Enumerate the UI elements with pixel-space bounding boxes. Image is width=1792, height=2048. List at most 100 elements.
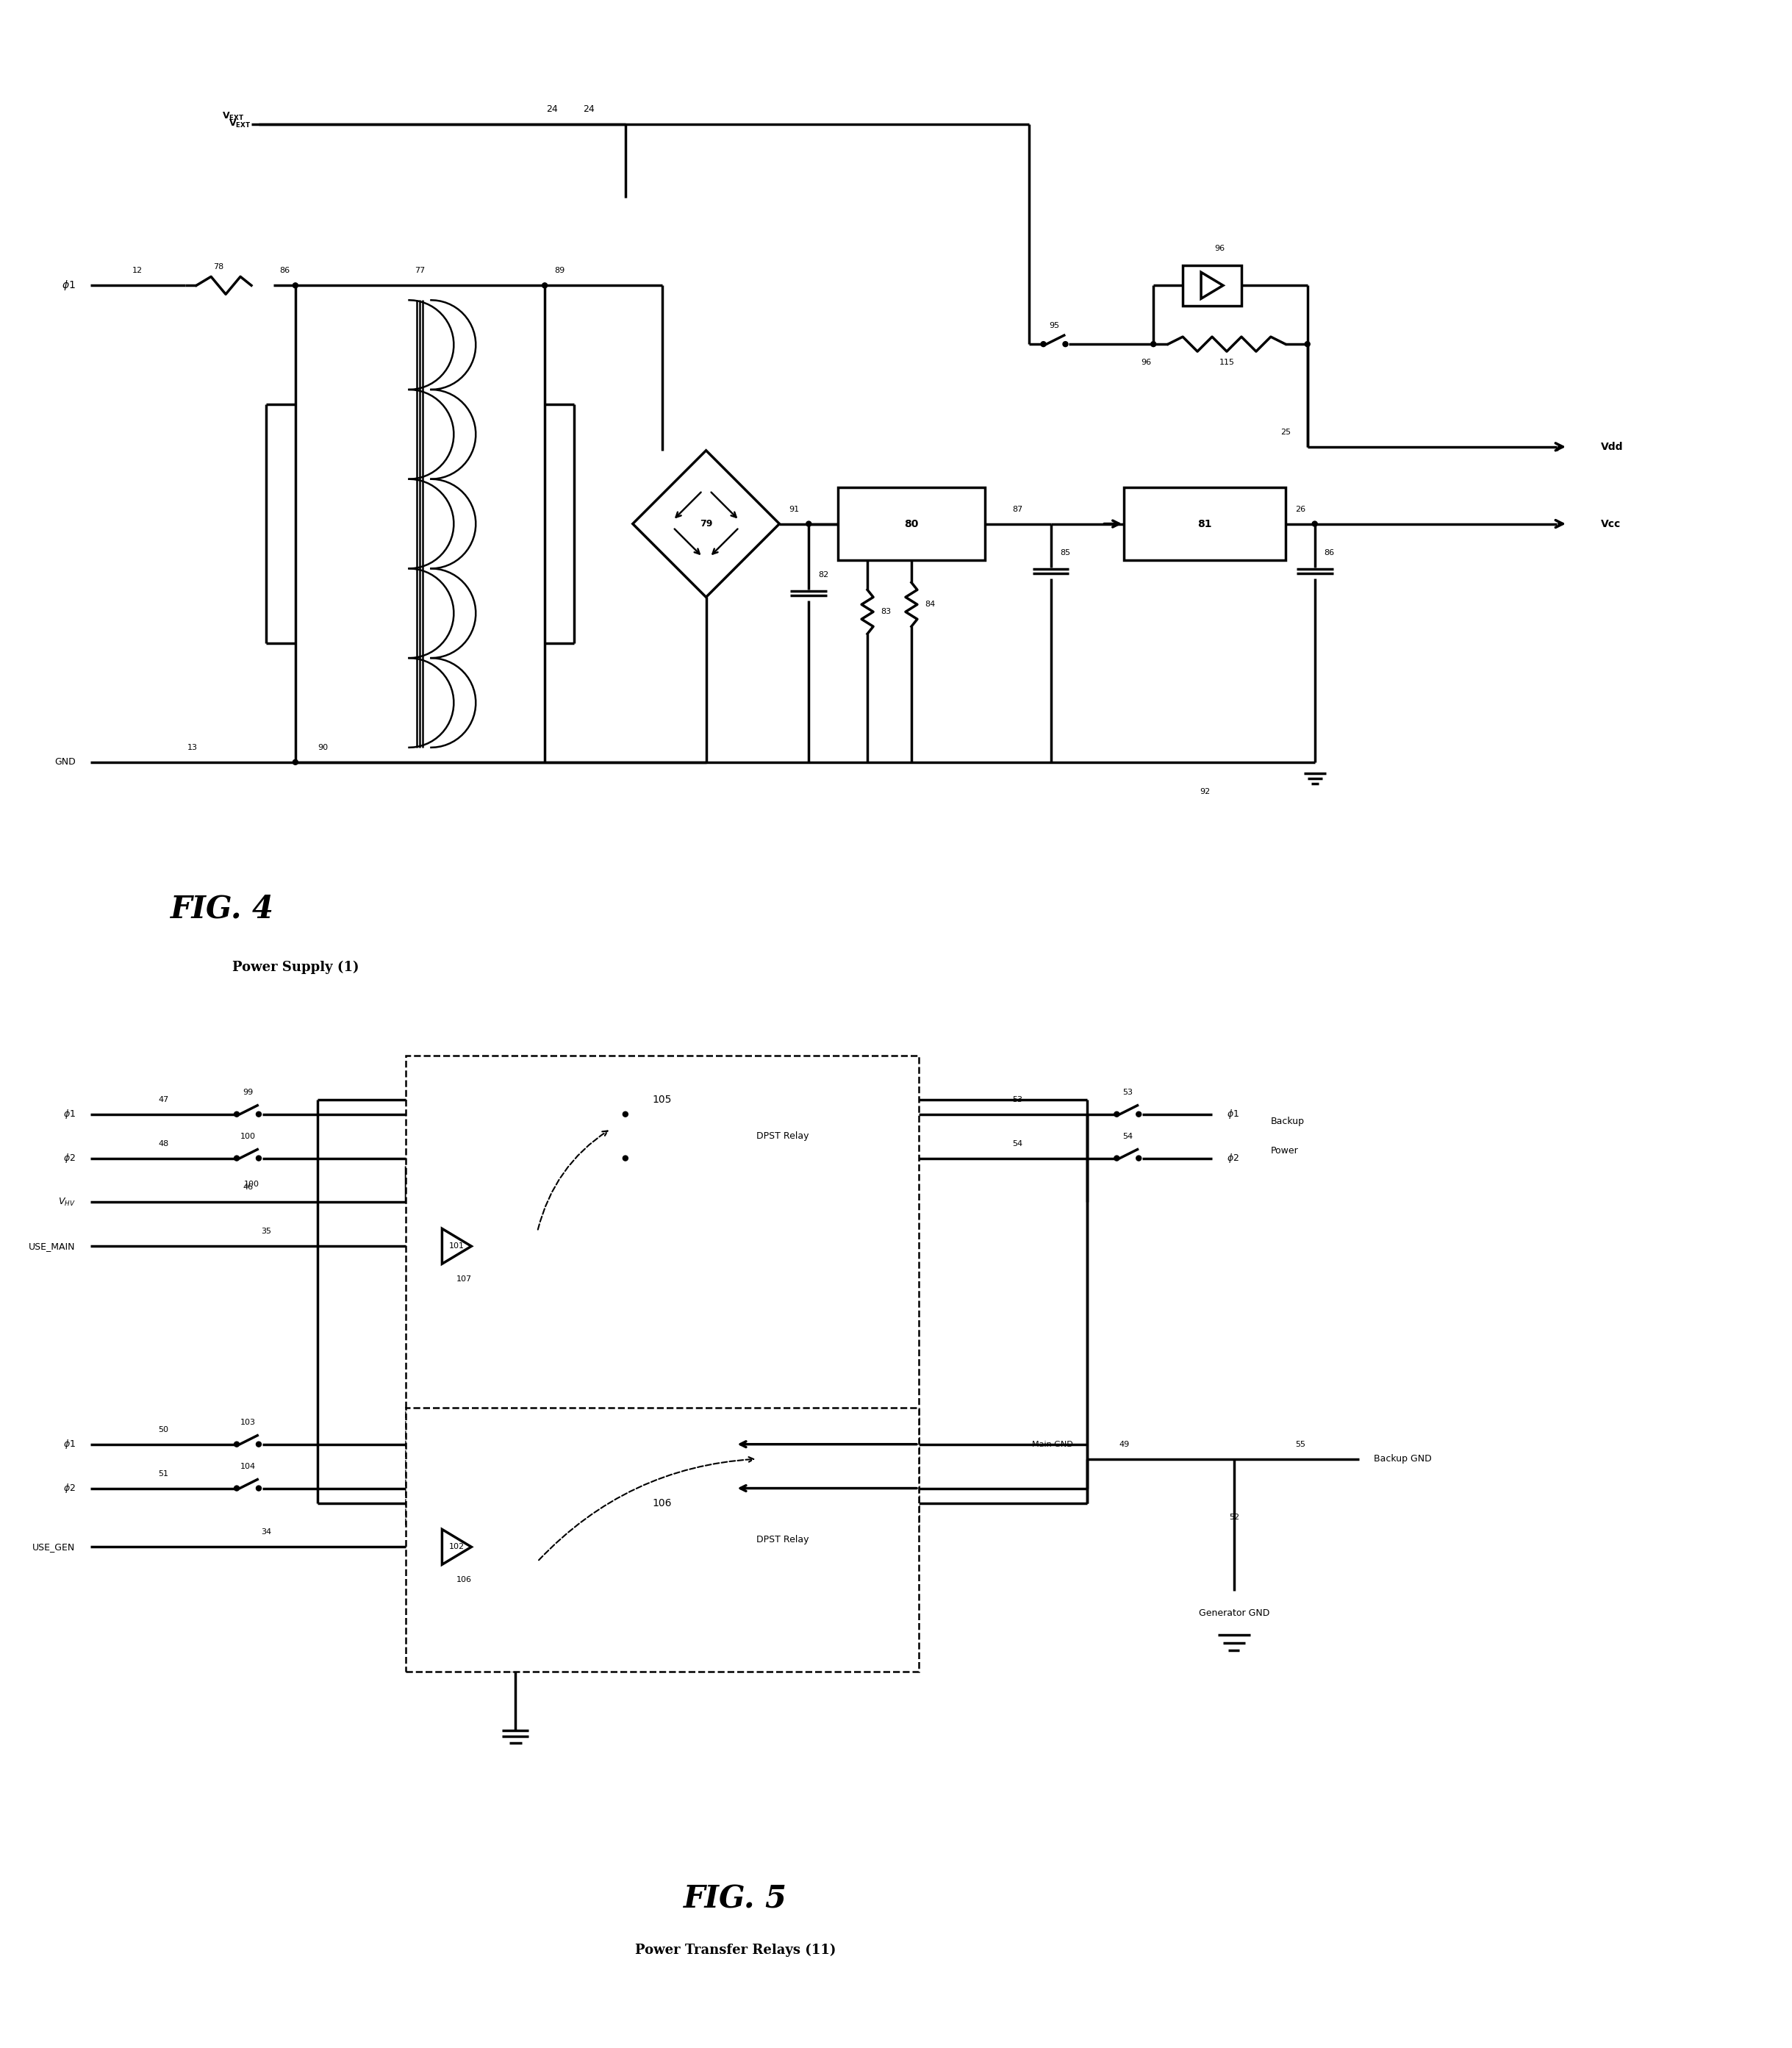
Circle shape [235, 1485, 240, 1491]
Text: 100: 100 [244, 1180, 260, 1188]
Text: Vcc: Vcc [1600, 518, 1620, 528]
Text: 83: 83 [880, 608, 891, 616]
Text: 103: 103 [240, 1419, 256, 1425]
Text: FIG. 4: FIG. 4 [170, 893, 274, 924]
Text: 82: 82 [819, 571, 828, 580]
Text: 25: 25 [1279, 428, 1290, 436]
Circle shape [256, 1112, 262, 1116]
Text: 54: 54 [1012, 1141, 1023, 1147]
Text: 91: 91 [788, 506, 799, 512]
Text: 100: 100 [240, 1133, 256, 1141]
Circle shape [256, 1485, 262, 1491]
Circle shape [806, 522, 812, 526]
Bar [839, 487, 986, 561]
Circle shape [1063, 342, 1068, 346]
Circle shape [1041, 342, 1047, 346]
Text: DPST Relay: DPST Relay [756, 1130, 808, 1141]
Text: 115: 115 [1219, 358, 1235, 367]
Text: Main GND: Main GND [1032, 1440, 1073, 1448]
Circle shape [292, 760, 297, 764]
Text: 106: 106 [457, 1577, 471, 1583]
Text: 90: 90 [317, 743, 328, 752]
Circle shape [256, 1442, 262, 1446]
Text: 54: 54 [1122, 1133, 1133, 1141]
Circle shape [235, 1442, 240, 1446]
Text: 89: 89 [554, 266, 564, 274]
Text: USE_MAIN: USE_MAIN [29, 1241, 75, 1251]
Bar [405, 1055, 919, 1526]
Text: Backup GND: Backup GND [1373, 1454, 1432, 1464]
Text: 107: 107 [457, 1276, 471, 1282]
Text: DPST Relay: DPST Relay [756, 1534, 808, 1544]
Text: 48: 48 [158, 1141, 168, 1147]
Text: $\phi$1: $\phi$1 [63, 1438, 75, 1450]
Text: 46: 46 [242, 1184, 253, 1192]
Circle shape [292, 283, 297, 289]
Text: 51: 51 [158, 1470, 168, 1477]
Text: Generator GND: Generator GND [1199, 1608, 1269, 1618]
Text: 77: 77 [414, 266, 425, 274]
Circle shape [1115, 1112, 1120, 1116]
Text: 53: 53 [1012, 1096, 1023, 1104]
Text: 104: 104 [240, 1462, 256, 1470]
Text: Power Transfer Relays (11): Power Transfer Relays (11) [634, 1944, 835, 1958]
Circle shape [235, 1155, 240, 1161]
Text: 95: 95 [1048, 322, 1059, 330]
Bar [1183, 266, 1242, 305]
Text: $\phi$1: $\phi$1 [61, 279, 75, 293]
Text: 86: 86 [280, 266, 290, 274]
Text: $\phi$2: $\phi$2 [63, 1483, 75, 1495]
Text: 78: 78 [213, 264, 224, 270]
Text: Backup: Backup [1271, 1116, 1305, 1126]
Circle shape [1136, 1112, 1142, 1116]
Text: 12: 12 [133, 266, 143, 274]
Text: 24: 24 [547, 104, 557, 115]
Text: 47: 47 [158, 1096, 168, 1104]
Text: 24: 24 [582, 104, 595, 115]
Text: 55: 55 [1296, 1440, 1305, 1448]
Text: $\phi$2: $\phi$2 [1228, 1151, 1238, 1165]
Text: GND: GND [54, 758, 75, 766]
Bar [405, 1407, 919, 1671]
Text: Power Supply (1): Power Supply (1) [231, 961, 358, 975]
Text: 87: 87 [1012, 506, 1023, 512]
Circle shape [1312, 522, 1317, 526]
Text: 80: 80 [905, 518, 919, 528]
Circle shape [543, 283, 547, 289]
Text: $\phi$1: $\phi$1 [1228, 1108, 1240, 1120]
Text: 26: 26 [1296, 506, 1305, 512]
Circle shape [1305, 342, 1310, 346]
Text: $\phi$1: $\phi$1 [63, 1108, 75, 1120]
Text: 85: 85 [1061, 549, 1070, 557]
Text: 49: 49 [1118, 1440, 1129, 1448]
Text: 86: 86 [1324, 549, 1335, 557]
Text: 101: 101 [450, 1243, 464, 1249]
Text: 53: 53 [1122, 1090, 1133, 1096]
Text: $\mathbf{V_{EXT}}$: $\mathbf{V_{EXT}}$ [229, 119, 251, 129]
Text: 81: 81 [1197, 518, 1211, 528]
Text: 99: 99 [242, 1090, 253, 1096]
Circle shape [235, 1112, 240, 1116]
Text: USE_GEN: USE_GEN [32, 1542, 75, 1552]
Text: 105: 105 [652, 1094, 672, 1104]
Circle shape [1150, 342, 1156, 346]
Circle shape [1136, 1155, 1142, 1161]
Text: 96: 96 [1215, 246, 1224, 252]
Text: 106: 106 [652, 1497, 672, 1507]
Text: $V_{HV}$: $V_{HV}$ [57, 1196, 75, 1208]
Text: 96: 96 [1142, 358, 1150, 367]
Text: 84: 84 [925, 600, 935, 608]
Circle shape [1115, 1155, 1120, 1161]
Text: Vdd: Vdd [1600, 442, 1624, 453]
Text: 102: 102 [450, 1544, 464, 1550]
Text: 92: 92 [1199, 788, 1210, 795]
Text: 79: 79 [699, 518, 713, 528]
Text: 13: 13 [188, 743, 197, 752]
Text: 35: 35 [262, 1229, 271, 1235]
Text: 52: 52 [1229, 1513, 1240, 1522]
Text: 50: 50 [158, 1425, 168, 1434]
Text: $\mathbf{V_{EXT}}$: $\mathbf{V_{EXT}}$ [222, 111, 244, 123]
Bar [1124, 487, 1285, 561]
Text: FIG. 5: FIG. 5 [683, 1884, 787, 1915]
Circle shape [256, 1155, 262, 1161]
